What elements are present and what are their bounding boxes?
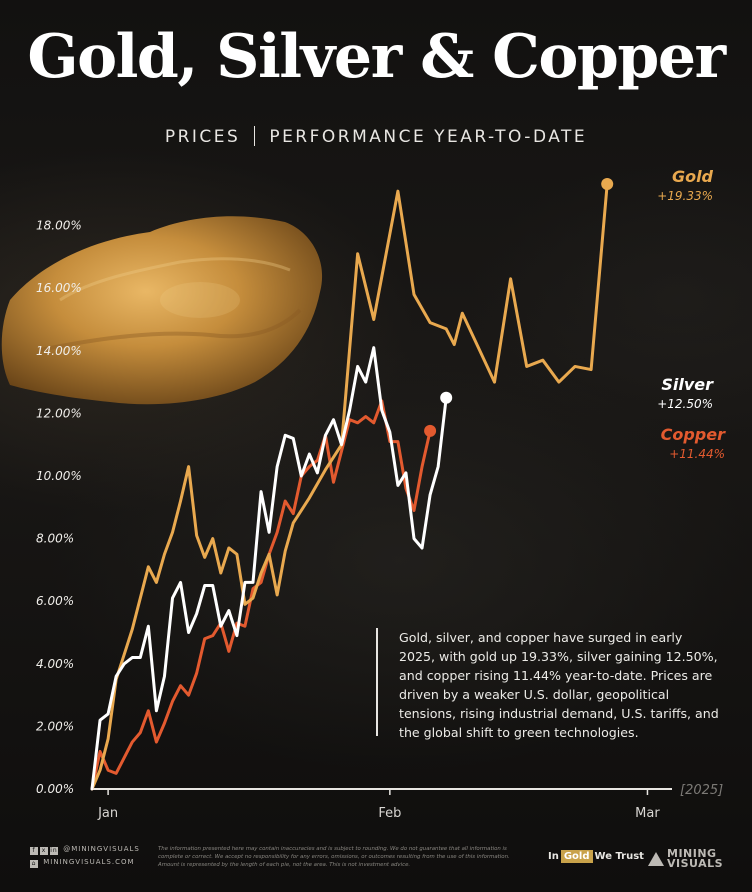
home-icon: ⌂: [30, 860, 38, 868]
linkedin-icon[interactable]: in: [50, 847, 58, 855]
y-tick-label: 18.00%: [36, 219, 82, 233]
gold-nugget-image: [1, 216, 323, 405]
x-icon[interactable]: x: [40, 847, 48, 855]
x-tick-label: Feb: [378, 806, 401, 821]
website-link[interactable]: MININGVISUALS.COM: [43, 858, 135, 866]
silver-end-marker: [440, 391, 453, 404]
chart-annotation: Gold, silver, and copper have surged in …: [376, 628, 721, 740]
disclaimer: The information presented here may conta…: [158, 846, 510, 868]
copper-series-name: Copper: [661, 425, 726, 444]
y-tick-label: 14.00%: [36, 344, 82, 358]
silver-series-name: Silver: [661, 375, 714, 394]
partner-gold: Gold: [560, 850, 593, 863]
footer-social: f x in @MININGVISUALS ⌂ MININGVISUALS.COM: [30, 843, 140, 869]
subtitle-divider: [254, 126, 256, 146]
y-tick-label: 6.00%: [36, 594, 74, 608]
y-tick-label: 16.00%: [36, 281, 82, 295]
copper-end-marker: [424, 424, 437, 437]
silver-end-value: +12.50%: [657, 397, 713, 411]
brand-line2: VISUALS: [667, 857, 724, 870]
subtitle-left: PRICES: [164, 127, 241, 147]
y-tick-label: 4.00%: [36, 657, 74, 671]
y-tick-label: 0.00%: [36, 782, 74, 796]
brand-line1: MINING: [667, 847, 717, 860]
brand-logo: MINING VISUALS: [648, 847, 724, 870]
page-title: Gold, Silver & Copper: [27, 22, 726, 92]
partner-in: In: [548, 851, 559, 862]
brand-mountain-icon: [648, 852, 664, 866]
partner-trust: We Trust: [594, 851, 644, 862]
year-label: [2025]: [680, 783, 723, 798]
copper-line: [90, 399, 432, 791]
series-lines: [90, 177, 614, 791]
page-subtitle: PRICES PERFORMANCE YEAR-TO-DATE: [0, 126, 752, 147]
x-tick-label: Jan: [97, 806, 118, 821]
partner-logo: In Gold We Trust: [548, 850, 644, 863]
copper-end-value: +11.44%: [669, 447, 725, 461]
y-tick-label: 8.00%: [36, 532, 74, 546]
y-tick-label: 12.00%: [36, 406, 82, 420]
gold-series-name: Gold: [672, 167, 714, 186]
x-tick-label: Mar: [635, 806, 660, 821]
subtitle-right: PERFORMANCE YEAR-TO-DATE: [269, 127, 588, 147]
gold-end-marker: [601, 177, 614, 190]
social-handle: @MININGVISUALS: [63, 845, 140, 853]
y-tick-label: 2.00%: [36, 719, 74, 733]
series-end-labels: Copper +11.44% Gold +19.33% Silver +12.50%: [657, 167, 726, 461]
gold-line: [90, 182, 609, 791]
silver-line: [90, 346, 448, 791]
axes: 0.00% 2.00% 4.00% 6.00% 8.00% 10.00% 12.00% 14.…: [36, 219, 723, 821]
y-tick-label: 10.00%: [36, 469, 82, 483]
gold-end-value: +19.33%: [657, 189, 713, 203]
facebook-icon[interactable]: f: [30, 847, 38, 855]
